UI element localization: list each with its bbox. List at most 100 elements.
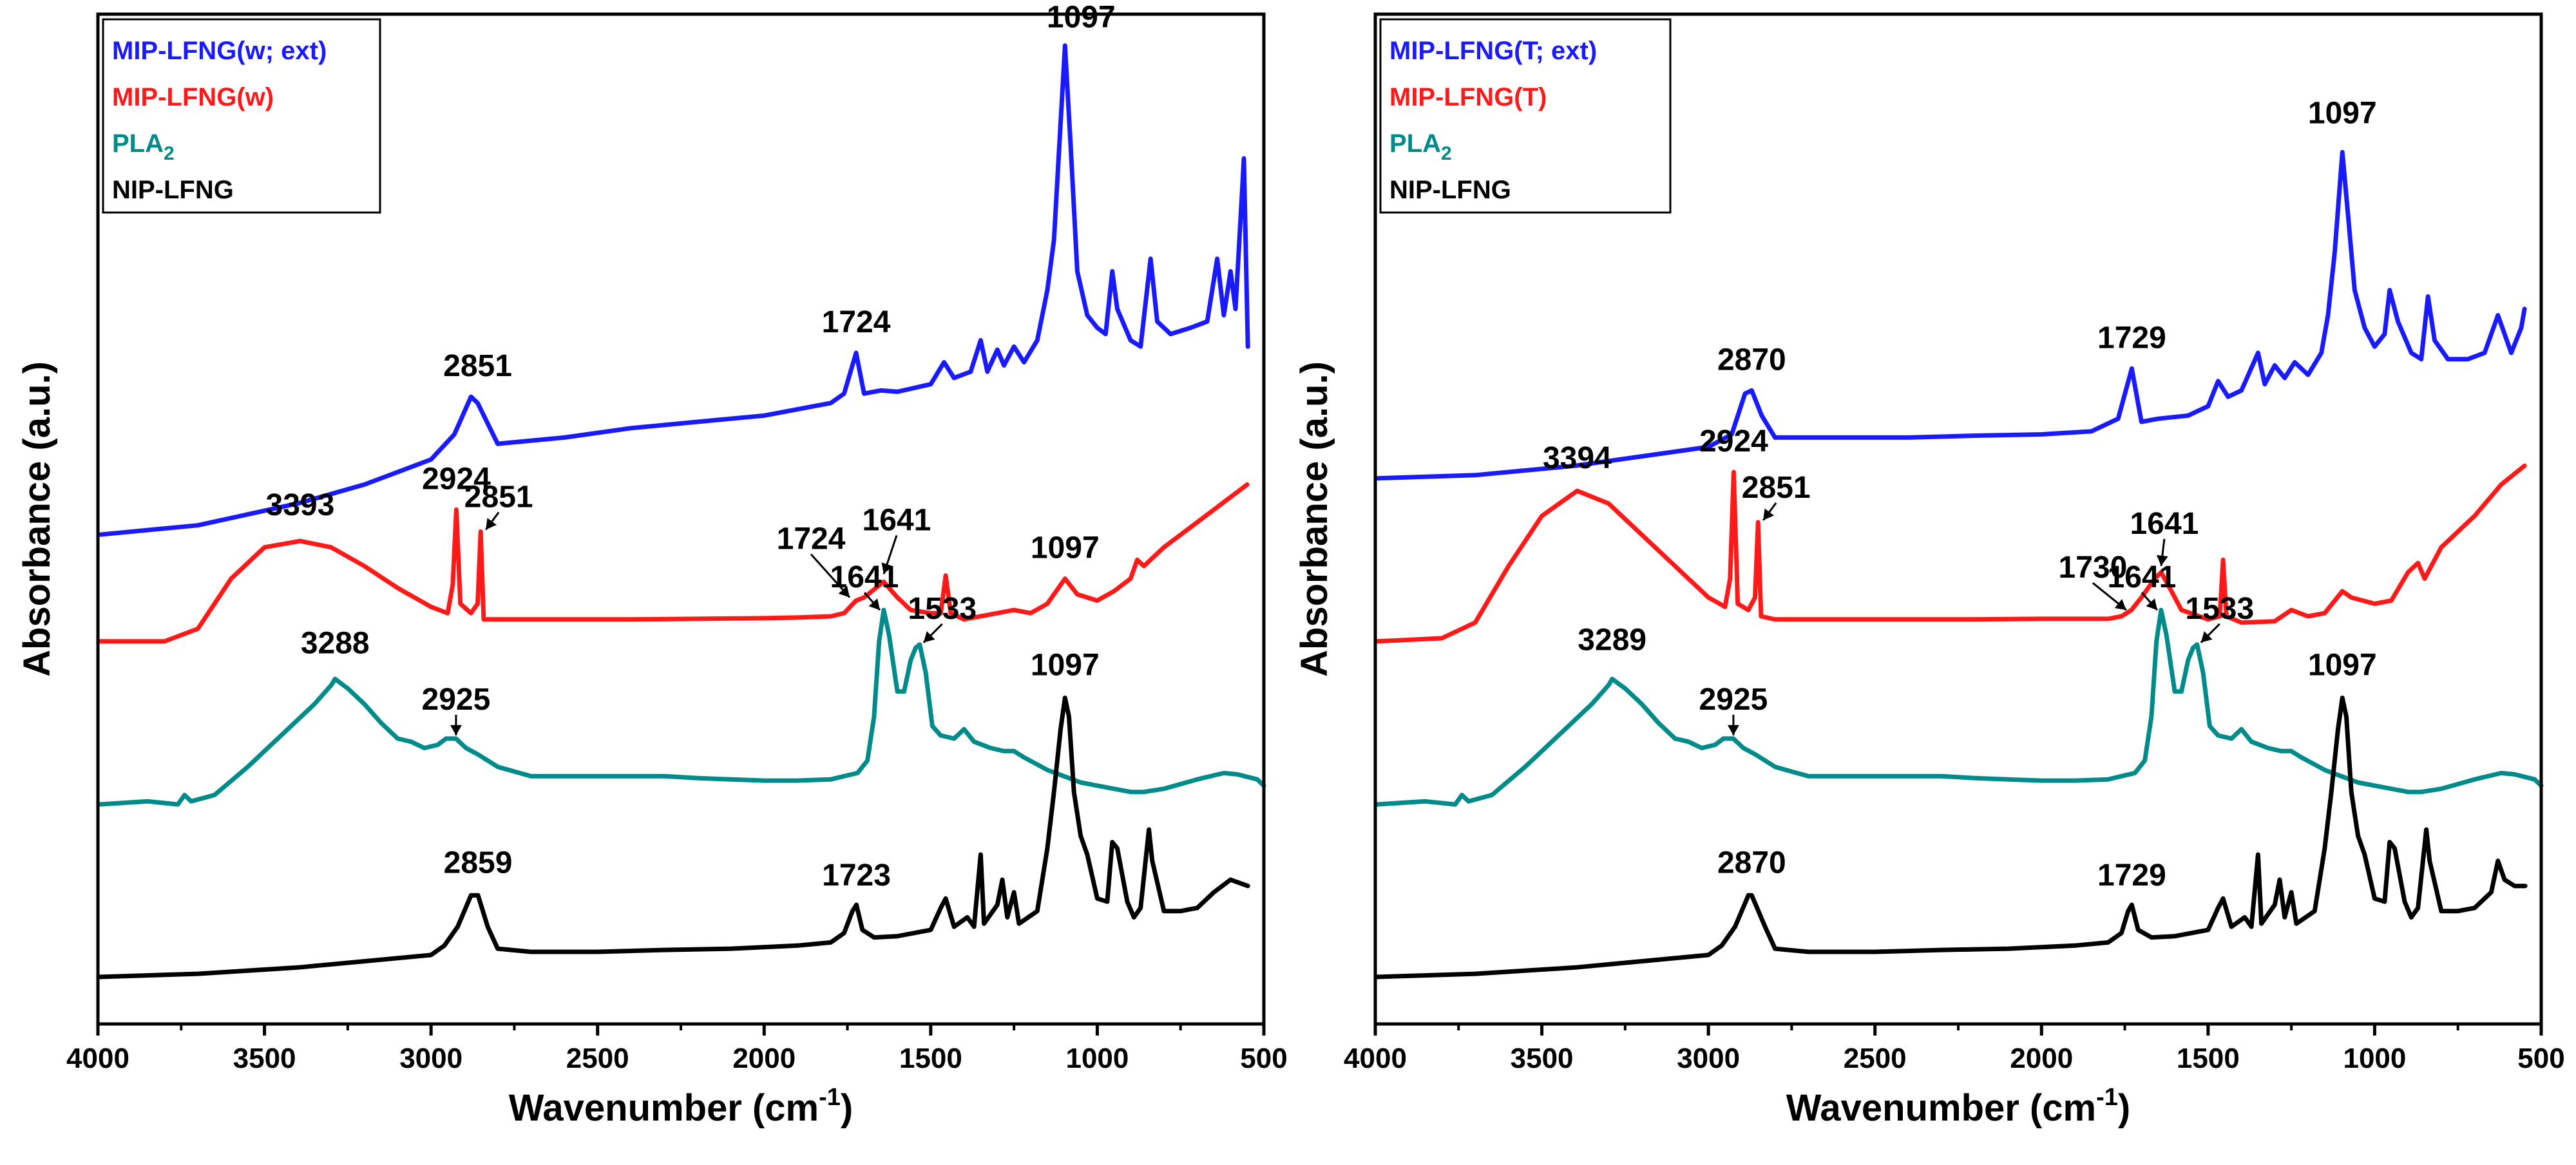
peak-label: 2851 — [1742, 471, 1811, 505]
peak-label: 1641 — [863, 503, 931, 537]
legend-label: PLA — [1389, 129, 1441, 158]
peak-label: 2870 — [1717, 343, 1786, 377]
peak-arrowhead — [2146, 598, 2157, 611]
legend-label: MIP-LFNG(w; ext) — [112, 37, 327, 65]
peak-arrowhead — [486, 518, 497, 530]
legend-subscript: 2 — [1441, 143, 1452, 164]
chart-panel-right: 4000 3500 3000 2500 2000 1500 1000 500 Wavenumbe… — [1293, 12, 2565, 1129]
peak-arrowhead — [1763, 508, 1774, 520]
x-tick-label: 3500 — [233, 1043, 296, 1074]
peak-label: 2859 — [444, 846, 513, 880]
x-axis-label-sup: -1 — [819, 1084, 841, 1111]
peak-label: 1724 — [777, 522, 846, 556]
peak-label: 1533 — [2185, 592, 2254, 626]
x-axis-label: Wavenumber (cm-1) — [1786, 1084, 2130, 1129]
peak-label: 1641 — [830, 560, 899, 594]
peak-label: 2870 — [1717, 846, 1786, 880]
series-line-nip-lfng — [97, 696, 1250, 980]
peak-arrowhead — [838, 585, 850, 598]
x-tick-label: 2000 — [732, 1043, 796, 1074]
legend-label: MIP-LFNG(w) — [112, 83, 274, 111]
peak-label: 2925 — [1699, 683, 1768, 717]
x-tick-label: 4000 — [1344, 1043, 1407, 1074]
peak-label: 3393 — [266, 488, 335, 522]
x-tick-label: 3000 — [1677, 1043, 1740, 1074]
legend-label: MIP-LFNG(T; ext) — [1389, 37, 1597, 65]
peak-arrowhead — [2200, 631, 2213, 643]
legend-label: NIP-LFNG — [1389, 176, 1511, 204]
peak-label: 1729 — [2097, 858, 2166, 893]
x-tick-label: 4000 — [66, 1043, 129, 1074]
peak-label: 1097 — [1031, 531, 1100, 565]
x-axis-label-main: Wavenumber (cm — [1786, 1087, 2096, 1129]
x-axis-label: Wavenumber (cm-1) — [509, 1084, 853, 1129]
peak-label: 2924 — [1699, 424, 1768, 459]
peak-arrowhead — [868, 598, 880, 611]
peak-label: 1097 — [2308, 96, 2377, 130]
x-axis-label-close: ) — [2118, 1087, 2130, 1129]
series-line-mip-lfng-w — [97, 482, 1250, 644]
peak-label: 1097 — [1031, 649, 1100, 683]
peak-label: 2924 — [422, 462, 491, 496]
legend-label: PLA — [112, 129, 164, 158]
legend-entry: PLA2 — [112, 129, 175, 164]
peak-label: 2925 — [422, 683, 491, 717]
legend-entry: MIP-LFNG(w; ext) — [112, 37, 327, 65]
legend-entry: PLA2 — [1389, 129, 1452, 164]
x-axis-label-main: Wavenumber (cm — [509, 1087, 819, 1129]
legend-entry: MIP-LFNG(T; ext) — [1389, 37, 1597, 65]
peak-label: 1533 — [908, 592, 977, 626]
peak-label: 1723 — [822, 858, 891, 893]
legend-entry: MIP-LFNG(T) — [1389, 83, 1547, 111]
legend-subscript: 2 — [164, 143, 175, 164]
peak-label: 2851 — [464, 480, 533, 514]
legend-entry: MIP-LFNG(w) — [112, 83, 274, 111]
legend-entry: NIP-LFNG — [1389, 176, 1511, 204]
peak-label: 1097 — [1047, 1, 1116, 35]
peak-arrowhead — [450, 725, 462, 735]
legend-box — [1379, 18, 1672, 214]
x-tick-label: 1000 — [1065, 1043, 1129, 1074]
x-tick-label: 2000 — [2010, 1043, 2073, 1074]
x-tick-label: 500 — [2517, 1043, 2564, 1074]
peak-arrowhead — [881, 562, 893, 574]
series-line-nip-lfng — [1374, 696, 2528, 980]
x-tick-label: 3000 — [399, 1043, 463, 1074]
series-line-pla2 — [97, 607, 1266, 807]
legend-label: MIP-LFNG(T) — [1389, 83, 1547, 111]
y-axis-label: Absorbance (a.u.) — [1293, 361, 1335, 677]
peak-label: 1724 — [822, 305, 891, 339]
series-line-pla2 — [1374, 607, 2544, 807]
series-line-mip-lfng-t — [1374, 463, 2527, 644]
peak-label: 3394 — [1543, 441, 1612, 475]
chart-panel-left: 4000 3500 3000 2500 2000 1500 1000 500 Wavenumbe… — [16, 1, 1288, 1129]
peak-label: 2851 — [443, 349, 512, 383]
x-axis-label-close: ) — [841, 1087, 853, 1129]
x-tick-label: 2500 — [1844, 1043, 1907, 1074]
x-tick-label: 1000 — [2343, 1043, 2406, 1074]
y-axis-label: Absorbance (a.u.) — [16, 361, 58, 677]
peak-label: 3289 — [1578, 623, 1646, 657]
peak-arrowhead — [2156, 554, 2168, 566]
x-tick-label: 500 — [1240, 1043, 1287, 1074]
legend-box — [102, 18, 381, 214]
peak-label: 1641 — [2130, 507, 2199, 541]
x-tick-label: 2500 — [566, 1043, 629, 1074]
x-tick-label: 1500 — [2177, 1043, 2240, 1074]
peak-label: 1097 — [2308, 649, 2377, 683]
peak-arrowhead — [2114, 599, 2126, 611]
x-axis-label-sup: -1 — [2096, 1084, 2118, 1111]
series-line-mip-lfng-t-ext — [1374, 149, 2527, 481]
peak-label: 1641 — [2108, 560, 2177, 594]
peak-label: 1729 — [2097, 321, 2166, 355]
peak-label: 3288 — [301, 626, 370, 660]
series-line-mip-lfng-w-ext — [97, 43, 1250, 537]
peak-arrowhead — [923, 631, 935, 643]
peak-arrowhead — [1727, 725, 1739, 735]
legend-label: NIP-LFNG — [112, 176, 234, 204]
legend-entry: NIP-LFNG — [112, 176, 234, 204]
x-tick-label: 3500 — [1511, 1043, 1574, 1074]
peak-label: 1730 — [2059, 551, 2128, 585]
x-tick-label: 1500 — [899, 1043, 962, 1074]
